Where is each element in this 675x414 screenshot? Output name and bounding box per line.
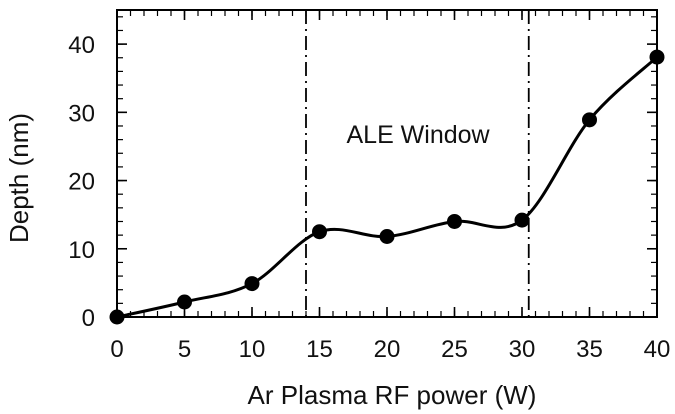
annotations: ALE Window <box>346 121 490 149</box>
y-tick-label: 30 <box>68 100 95 127</box>
x-tick-label: 20 <box>374 336 401 363</box>
x-tick-label: 5 <box>178 336 191 363</box>
y-tick-label: 0 <box>82 305 95 332</box>
data-point <box>582 112 597 128</box>
data-series <box>109 49 665 325</box>
x-axis-title: Ar Plasma RF power (W) <box>248 380 537 410</box>
y-tick-label: 40 <box>68 32 95 59</box>
x-tick-label: 35 <box>576 336 603 363</box>
depth-curve <box>116 55 659 319</box>
ale-window-label: ALE Window <box>346 121 490 149</box>
data-point <box>312 224 327 240</box>
x-tick-label: 30 <box>509 336 536 363</box>
x-tick-label: 0 <box>110 336 123 363</box>
data-point <box>447 213 462 229</box>
y-tick-label: 10 <box>68 237 95 264</box>
y-tick-label: 20 <box>68 169 95 196</box>
data-point <box>244 276 260 292</box>
minor-ticks <box>116 10 658 318</box>
data-point <box>514 212 530 228</box>
y-axis-title: Depth (nm) <box>4 113 34 243</box>
data-point <box>649 49 665 65</box>
x-tick-label: 15 <box>306 336 333 363</box>
data-point <box>109 309 125 325</box>
x-tick-label: 25 <box>441 336 468 363</box>
x-tick-label: 10 <box>239 336 266 363</box>
major-ticks <box>116 10 658 318</box>
data-point <box>379 228 395 244</box>
x-tick-label: 40 <box>644 336 671 363</box>
data-point <box>177 294 192 310</box>
plot-area-border <box>116 9 658 318</box>
x-tick-labels: 0 5 10 15 20 25 30 35 40 <box>110 336 670 363</box>
plot-frame <box>116 9 658 318</box>
y-tick-labels: 0 10 20 30 40 <box>68 32 95 332</box>
reference-lines <box>305 10 530 317</box>
